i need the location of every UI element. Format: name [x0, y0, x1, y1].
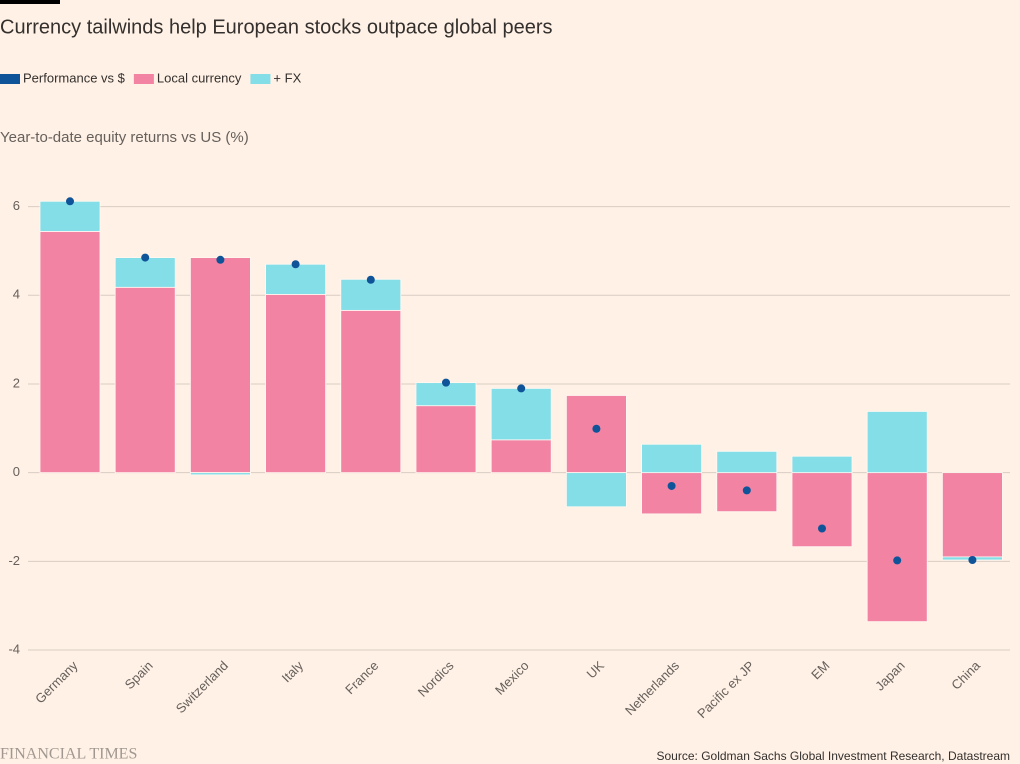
- performance-dot: [216, 255, 225, 264]
- brand: FINANCIAL TIMES: [0, 746, 137, 763]
- performance-dot: [291, 260, 300, 269]
- bar-segment: [265, 263, 327, 295]
- performance-dot: [66, 197, 74, 206]
- y-tick-label: 0: [13, 464, 20, 479]
- bar-segment: [866, 472, 928, 623]
- y-tick-label: 6: [13, 198, 20, 213]
- bar-segment: [114, 286, 176, 474]
- bar-segment: [340, 309, 402, 474]
- performance-dot: [818, 524, 826, 533]
- bar-segment: [114, 257, 176, 288]
- legend-label: + FX: [273, 70, 301, 85]
- bar-segment: [791, 455, 853, 474]
- performance-dot: [667, 481, 676, 490]
- bar-segment: [189, 257, 251, 474]
- performance-dot: [893, 556, 902, 565]
- bar-segment: [415, 405, 477, 474]
- legend-label: Local currency: [157, 70, 242, 85]
- bar-segment: [866, 411, 928, 474]
- bar-segment: [641, 472, 702, 515]
- bar-segment: [566, 395, 627, 474]
- y-tick-label: 4: [13, 287, 20, 302]
- bar-segment: [39, 231, 101, 474]
- y-tick-label: -4: [8, 641, 20, 656]
- legend-swatch: [0, 74, 20, 84]
- subtitle: Year-to-date equity returns vs US (%): [0, 129, 249, 146]
- bar-segment: [490, 439, 552, 474]
- performance-dot: [742, 486, 751, 495]
- bar-segment: [716, 450, 778, 474]
- legend-swatch: [133, 74, 154, 84]
- bar-segment: [791, 472, 853, 548]
- top-bar: [0, 0, 60, 4]
- performance-dot: [968, 555, 977, 564]
- bar-segment: [39, 200, 101, 232]
- bar-segment: [265, 293, 327, 474]
- y-tick-label: 2: [13, 375, 20, 390]
- chart-title: Currency tailwinds help European stocks …: [0, 16, 553, 38]
- performance-dot: [592, 424, 601, 433]
- bar-segment: [566, 472, 627, 508]
- performance-dot: [517, 384, 526, 393]
- bar-segment: [641, 443, 702, 474]
- bar-segment: [340, 278, 402, 311]
- performance-dot: [141, 253, 150, 262]
- performance-dot: [366, 275, 375, 284]
- bar-segment: [942, 472, 1003, 558]
- legend-label: Performance vs $: [23, 70, 126, 85]
- legend-swatch: [250, 74, 271, 84]
- performance-dot: [442, 378, 450, 387]
- bar-segment: [189, 472, 251, 476]
- source: Source: Goldman Sachs Global Investment …: [657, 749, 1011, 763]
- y-tick-label: -2: [8, 553, 20, 568]
- bar-segment: [490, 387, 552, 441]
